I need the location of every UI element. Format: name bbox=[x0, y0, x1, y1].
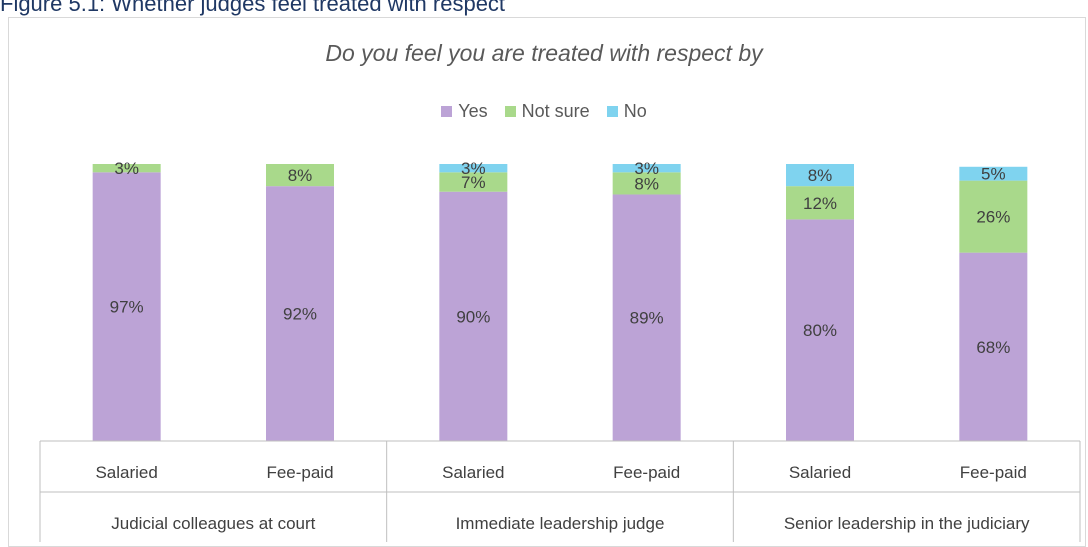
bar-not-sure-0 bbox=[92, 164, 161, 173]
bar-not-sure-3 bbox=[612, 172, 681, 195]
data-label-yes-5: 68% bbox=[976, 338, 1010, 357]
data-label-yes-4: 80% bbox=[803, 321, 837, 340]
x-tick-label-0: Salaried bbox=[95, 463, 157, 482]
legend-item-yes: Yes bbox=[441, 101, 488, 122]
bar-not-sure-1 bbox=[266, 164, 334, 187]
legend: Yes Not sure No bbox=[0, 101, 1088, 122]
bar-yes-4 bbox=[786, 219, 854, 441]
data-label-not-sure-3: 8% bbox=[634, 174, 659, 193]
bar-not-sure-5 bbox=[959, 180, 1028, 253]
x-tick-label-4: Salaried bbox=[789, 463, 851, 482]
legend-swatch-not-sure bbox=[504, 106, 516, 117]
data-label-not-sure-2: 7% bbox=[461, 173, 486, 192]
x-group-label-0: Judicial colleagues at court bbox=[111, 514, 315, 533]
data-label-not-sure-0: 3% bbox=[114, 159, 139, 178]
data-label-yes-3: 89% bbox=[630, 309, 664, 328]
bar-yes-1 bbox=[266, 186, 334, 441]
bar-no-4 bbox=[786, 164, 854, 187]
bar-yes-3 bbox=[612, 194, 681, 441]
x-tick-label-2: Salaried bbox=[442, 463, 504, 482]
chart-title: Do you feel you are treated with respect… bbox=[325, 40, 763, 66]
bar-no-2 bbox=[439, 164, 508, 173]
legend-item-not-sure: Not sure bbox=[504, 101, 590, 122]
legend-label-no: No bbox=[623, 101, 647, 121]
data-label-yes-1: 92% bbox=[283, 305, 317, 324]
x-group-label-1: Immediate leadership judge bbox=[456, 514, 665, 533]
bar-not-sure-4 bbox=[786, 186, 854, 220]
legend-item-no: No bbox=[606, 101, 647, 122]
data-label-no-3: 3% bbox=[634, 159, 659, 178]
legend-swatch-no bbox=[606, 106, 618, 117]
data-label-yes-0: 97% bbox=[110, 298, 144, 317]
data-label-no-5: 5% bbox=[981, 165, 1006, 184]
x-tick-label-1: Fee-paid bbox=[266, 463, 333, 482]
x-group-label-2: Senior leadership in the judiciary bbox=[784, 514, 1030, 533]
data-label-no-4: 8% bbox=[808, 166, 833, 185]
bar-no-3 bbox=[612, 164, 681, 173]
legend-swatch-yes bbox=[441, 106, 453, 117]
data-label-no-2: 3% bbox=[461, 159, 486, 178]
figure-caption: Figure 5.1: Whether judges feel treated … bbox=[0, 0, 506, 16]
bar-yes-5 bbox=[959, 252, 1028, 441]
x-tick-label-5: Fee-paid bbox=[960, 463, 1027, 482]
data-label-yes-2: 90% bbox=[456, 307, 490, 326]
data-label-not-sure-5: 26% bbox=[976, 208, 1010, 227]
x-tick-label-3: Fee-paid bbox=[613, 463, 680, 482]
legend-label-not-sure: Not sure bbox=[521, 101, 590, 121]
bar-no-5 bbox=[959, 166, 1028, 181]
bar-yes-0 bbox=[92, 172, 161, 441]
bar-yes-2 bbox=[439, 191, 508, 441]
data-label-not-sure-4: 12% bbox=[803, 194, 837, 213]
data-label-not-sure-1: 8% bbox=[288, 166, 313, 185]
bar-not-sure-2 bbox=[439, 172, 508, 192]
legend-label-yes: Yes bbox=[458, 101, 488, 121]
